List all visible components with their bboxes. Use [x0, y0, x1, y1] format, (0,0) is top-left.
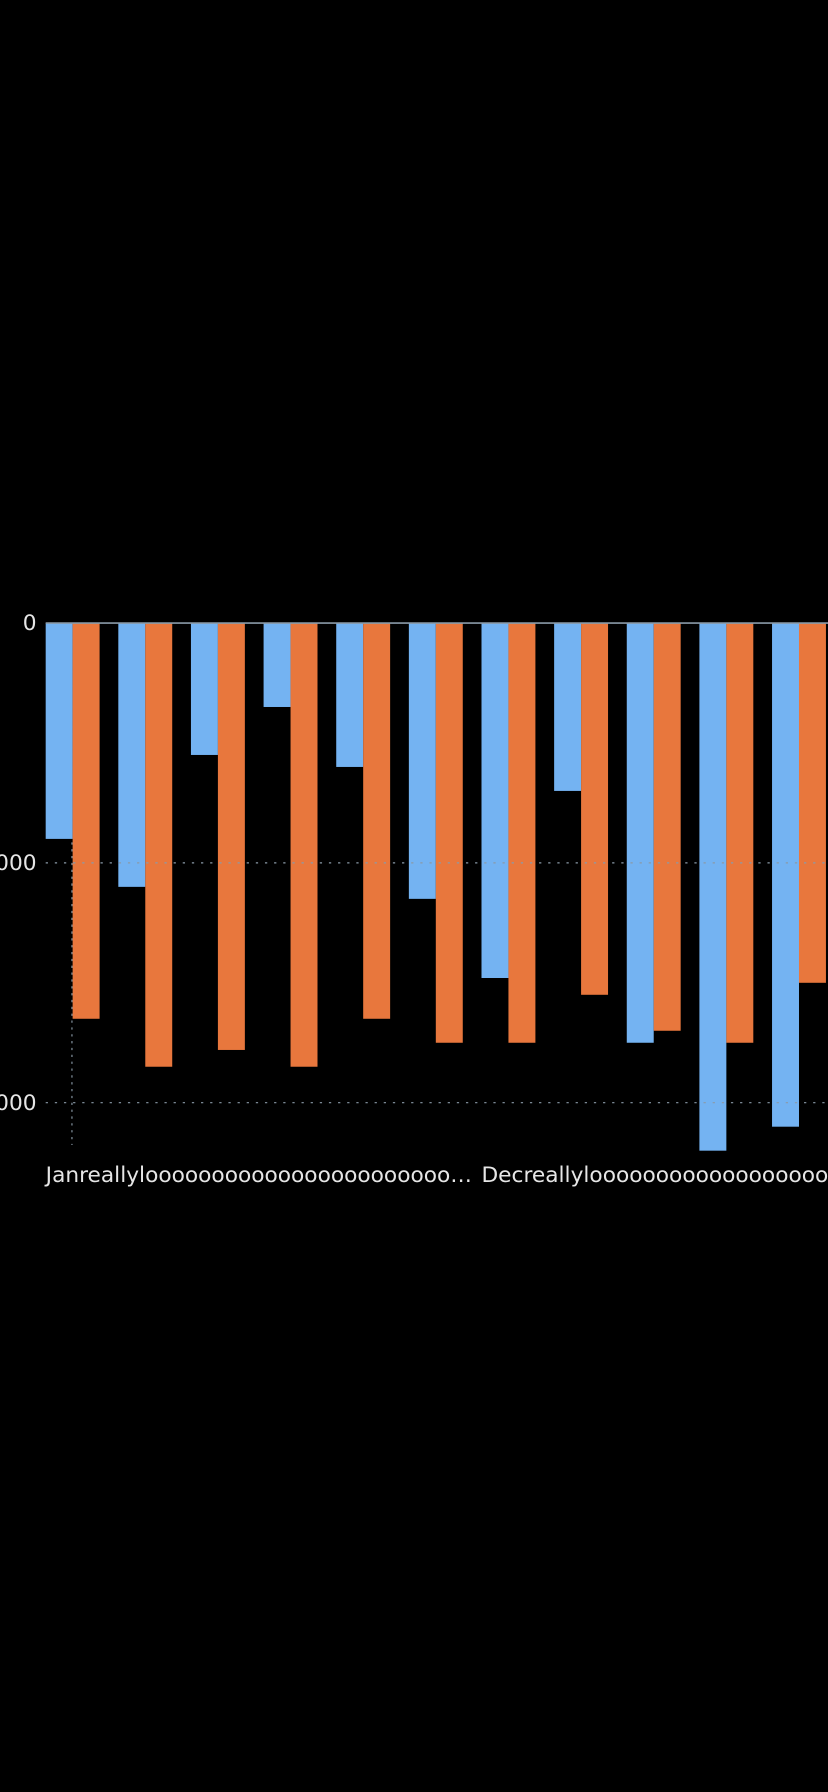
bar — [363, 623, 391, 1019]
bar — [581, 623, 609, 995]
bar — [217, 623, 245, 1050]
bar — [726, 623, 754, 1043]
bar — [336, 623, 364, 767]
x-tick-label: Decreallylooooooooooooooooooooooo… — [481, 1163, 828, 1188]
x-tick-label: Janreallylooooooooooooooooooooooo… — [44, 1163, 472, 1188]
bar — [72, 623, 100, 1019]
bar — [45, 623, 73, 839]
bar — [290, 623, 318, 1067]
y-tick-label: 0 — [23, 611, 37, 636]
bar — [435, 623, 463, 1043]
bar — [772, 623, 799, 1127]
bar — [798, 623, 826, 983]
bar — [145, 623, 173, 1067]
bar — [408, 623, 436, 899]
bar — [118, 623, 146, 887]
bar — [626, 623, 654, 1043]
bar — [554, 623, 582, 791]
bar — [190, 623, 218, 755]
y-tick-label: -1000 — [0, 851, 37, 876]
y-tick-label: -2000 — [0, 1091, 37, 1116]
bar — [699, 623, 727, 1151]
bar — [481, 623, 509, 979]
bar — [508, 623, 536, 1043]
bar — [653, 623, 681, 1031]
bar — [263, 623, 291, 707]
